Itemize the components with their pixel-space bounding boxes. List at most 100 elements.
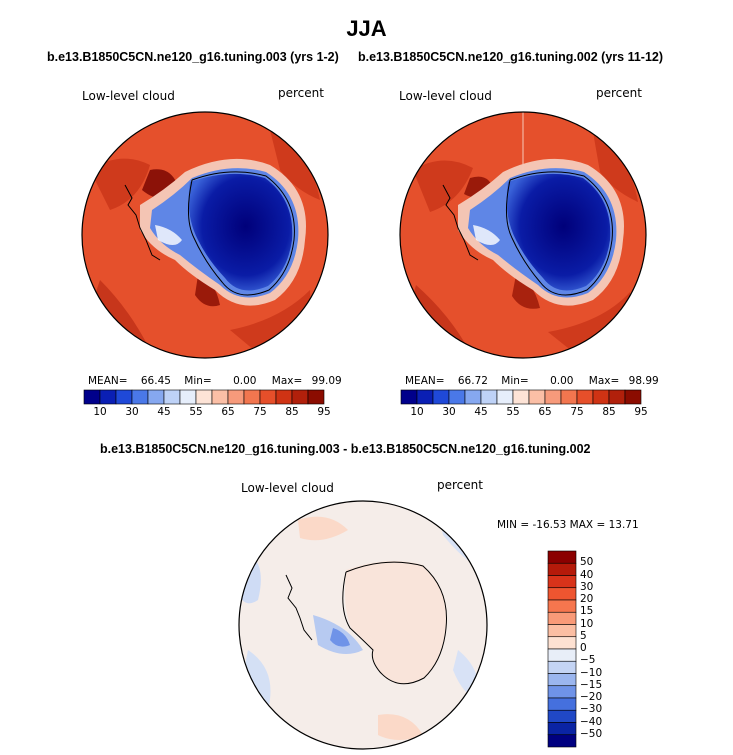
diff-colorbar-tick-label: 10: [580, 617, 594, 630]
diff-colorbar-tick-label: 5: [580, 629, 587, 642]
diff-map-title: Low-level cloud: [241, 481, 334, 495]
right-colorbar-swatch: [528, 389, 546, 405]
left-colorbar-swatch: [227, 389, 245, 405]
right-colorbar-tick-label: 65: [538, 406, 552, 418]
left-colorbar-swatch: [131, 389, 149, 405]
right-max-label: Max=: [588, 375, 620, 387]
right-colorbar-swatch: [624, 389, 642, 405]
left-colorbar-swatch: [115, 389, 133, 405]
diff-colorbar-tick-label: −15: [580, 678, 603, 691]
left-mean-value: 66.45: [140, 375, 171, 387]
right-colorbar-swatch: [560, 389, 578, 405]
right-colorbar-swatch: [576, 389, 594, 405]
diff-colorbar-swatch: [547, 599, 577, 613]
right-colorbar-ticks: 10 30 45 55 65 75 85 95: [401, 406, 647, 420]
right-colorbar-tick-label: 30: [442, 406, 456, 418]
right-colorbar-swatch: [496, 389, 514, 405]
diff-panel-caption: b.e13.B1850C5CN.ne120_g16.tuning.003 - b…: [100, 442, 591, 456]
left-colorbar-tick-label: 45: [157, 406, 171, 418]
diff-colorbar-tick-label: 20: [580, 593, 594, 605]
right-min-label: Min=: [501, 375, 529, 387]
left-colorbar-swatch: [147, 389, 165, 405]
left-colorbar-swatch: [243, 389, 261, 405]
diff-colorbar-tick-label: 15: [580, 605, 594, 618]
diff-colorbar-tick-label: −30: [580, 703, 603, 716]
right-mean-value: 66.72: [457, 375, 488, 387]
left-colorbar-swatch: [163, 389, 181, 405]
right-colorbar-swatch: [400, 389, 418, 405]
left-colorbar-swatch: [211, 389, 229, 405]
right-colorbar-tick-label: 55: [506, 406, 520, 418]
left-colorbar: [83, 389, 325, 405]
diff-colorbar-swatch: [547, 611, 577, 625]
left-colorbar-tick-label: 55: [189, 406, 203, 418]
diff-colorbar-swatch: [547, 697, 577, 711]
right-colorbar-tick-label: 45: [474, 406, 488, 418]
left-panel-caption: b.e13.B1850C5CN.ne120_g16.tuning.003 (yr…: [47, 50, 339, 64]
diff-map-units: percent: [437, 478, 483, 492]
diff-colorbar: [547, 550, 577, 748]
right-colorbar-swatch: [592, 389, 610, 405]
diff-colorbar-ticks: 50 40 30 20 15 10 5 0 −5 −10 −15 −20 −30 −40 −50: [580, 551, 620, 747]
right-colorbar-tick-label: 10: [410, 406, 424, 418]
right-colorbar-tick-label: 95: [634, 406, 648, 418]
diff-colorbar-swatch: [547, 575, 577, 589]
left-max-value: 99.09: [311, 375, 342, 387]
diff-colorbar-swatch: [547, 648, 577, 662]
left-colorbar-swatch: [275, 389, 293, 405]
diff-colorbar-swatch: [547, 624, 577, 638]
left-mean-label: MEAN=: [88, 375, 128, 387]
diff-colorbar-swatch: [547, 734, 577, 748]
right-map-units: percent: [596, 86, 642, 100]
left-colorbar-swatch: [99, 389, 117, 405]
right-map-title: Low-level cloud: [399, 89, 492, 103]
right-colorbar-swatch: [512, 389, 530, 405]
diff-colorbar-tick-label: −40: [580, 715, 603, 728]
diff-colorbar-swatch: [547, 722, 577, 736]
diff-polar-map: [238, 500, 488, 750]
diff-colorbar-swatch: [547, 673, 577, 687]
diff-colorbar-swatch: [547, 660, 577, 674]
left-min-value: 0.00: [233, 375, 257, 387]
diff-colorbar-swatch: [547, 709, 577, 723]
diff-minmax: MIN = -16.53 MAX = 13.71: [497, 519, 639, 531]
right-polar-map: [399, 111, 647, 359]
right-mean-label: MEAN=: [405, 375, 445, 387]
diff-colorbar-swatch: [547, 550, 577, 564]
right-colorbar-swatch: [464, 389, 482, 405]
right-colorbar: [400, 389, 642, 405]
left-colorbar-tick-label: 95: [317, 406, 331, 418]
diff-colorbar-swatch: [547, 636, 577, 650]
left-colorbar-swatch: [83, 389, 101, 405]
right-colorbar-swatch: [608, 389, 626, 405]
right-colorbar-swatch: [544, 389, 562, 405]
left-polar-map: [81, 111, 329, 359]
diff-colorbar-tick-label: −20: [580, 691, 603, 703]
right-max-value: 98.99: [628, 375, 659, 387]
left-colorbar-swatch: [259, 389, 277, 405]
right-colorbar-tick-label: 85: [602, 406, 616, 418]
diff-colorbar-tick-label: 30: [580, 580, 594, 593]
left-colorbar-tick-label: 75: [253, 406, 267, 418]
diff-colorbar-tick-label: 0: [580, 642, 587, 654]
right-colorbar-swatch: [416, 389, 434, 405]
right-panel-caption: b.e13.B1850C5CN.ne120_g16.tuning.002 (yr…: [358, 50, 664, 64]
right-min-value: 0.00: [550, 375, 574, 387]
left-colorbar-tick-label: 65: [221, 406, 235, 418]
left-colorbar-swatch: [179, 389, 197, 405]
diff-colorbar-swatch: [547, 685, 577, 699]
diff-negative-patch: [330, 628, 350, 647]
left-map-units: percent: [278, 86, 324, 100]
diff-colorbar-swatch: [547, 587, 577, 601]
right-colorbar-swatch: [432, 389, 450, 405]
right-colorbar-tick-label: 75: [570, 406, 584, 418]
diff-colorbar-tick-label: 40: [580, 568, 594, 581]
left-colorbar-swatch: [307, 389, 325, 405]
diff-colorbar-tick-label: 50: [580, 556, 594, 569]
right-colorbar-swatch: [480, 389, 498, 405]
left-min-label: Min=: [184, 375, 212, 387]
left-colorbar-ticks: 10 30 45 55 65 75 85 95: [84, 406, 330, 420]
left-colorbar-swatch: [195, 389, 213, 405]
left-colorbar-tick-label: 85: [285, 406, 299, 418]
diff-colorbar-tick-label: −10: [580, 666, 603, 679]
